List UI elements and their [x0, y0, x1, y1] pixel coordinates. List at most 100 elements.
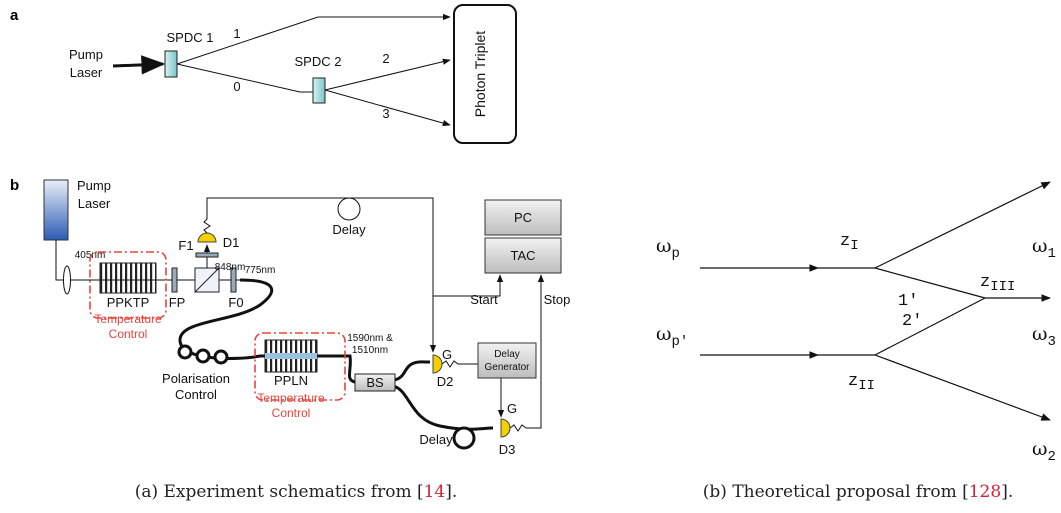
arrow: [875, 182, 1050, 268]
path-label: 1: [233, 26, 240, 41]
pump-arrow: [113, 64, 163, 66]
filter: [196, 253, 218, 257]
symbol: z: [848, 372, 858, 391]
lens: [64, 266, 71, 294]
wavelength-label: 775nm: [245, 265, 276, 276]
page: Figure {"panel_a": {"label": "a", "pump"…: [0, 0, 1061, 513]
wavelength-label: 1590nm &: [347, 333, 393, 344]
subscript: p: [672, 246, 680, 262]
crystal: [100, 263, 156, 293]
spdc-label: SPDC 1: [167, 30, 214, 45]
delay-generator-label: Generator: [484, 362, 530, 373]
crystal-label: PPLN: [274, 373, 308, 388]
caption-text: (b) Theoretical proposal from [: [703, 482, 969, 502]
citation[interactable]: 128: [969, 482, 1001, 502]
pc-label: PC: [514, 210, 532, 225]
figure: a Pump Laser SPDC 1 SPDC 2 1 0 2 3 Photo…: [0, 0, 1061, 513]
gate-label: G: [442, 347, 452, 362]
subscript: 1: [1048, 246, 1056, 262]
path-label: 2: [382, 51, 389, 66]
arrow: [875, 355, 1050, 420]
temperature-label: Control: [272, 406, 311, 420]
subscript: I: [850, 238, 858, 254]
filter-label: FP: [169, 295, 186, 310]
polarisation-label: Polarisation: [162, 371, 230, 386]
vertex-label: 1′: [898, 292, 918, 311]
start-label: Start: [470, 292, 498, 307]
fibre-loop: [454, 428, 474, 448]
crystal: [313, 78, 325, 103]
filter: [172, 268, 177, 292]
subscript: 2: [1048, 449, 1056, 465]
omega-label: ω3: [1032, 323, 1056, 350]
line: [875, 268, 985, 298]
caption: (b) Theoretical proposal from [128].: [703, 482, 1013, 502]
symbol: ω: [656, 323, 672, 345]
delay-loop: [338, 198, 360, 220]
caption: (a) Experiment schematics from [14].: [135, 482, 458, 502]
signal-wire: [204, 198, 433, 352]
bs-label: BS: [366, 375, 384, 390]
path-label: 3: [382, 106, 389, 121]
line: [875, 298, 985, 355]
subscript: p′: [672, 334, 689, 350]
panel-label: b: [10, 177, 19, 194]
pump-label: Pump: [77, 178, 111, 193]
omega-label: ωp: [656, 235, 680, 262]
z-label: zII: [848, 372, 875, 394]
fibre-loop: [179, 346, 191, 358]
pump-laser: [44, 180, 68, 240]
filter-label: F1: [178, 238, 193, 253]
subscript: 3: [1048, 334, 1056, 350]
tac-label: TAC: [510, 248, 535, 263]
crystal: [165, 51, 177, 77]
omega-label: ωp′: [656, 323, 688, 350]
delay-label: Delay: [419, 432, 453, 447]
fibre-loop: [215, 351, 227, 363]
crystal-label: PPKTP: [107, 295, 150, 310]
panel-a: a Pump Laser SPDC 1 SPDC 2 1 0 2 3 Photo…: [10, 5, 516, 143]
filter-label: F0: [228, 295, 243, 310]
pump-label: Laser: [78, 196, 111, 211]
pump-label: Laser: [70, 65, 103, 80]
wavelength-label: 848nm: [215, 262, 246, 273]
detector-label: Photon Triplet: [472, 31, 488, 117]
temperature-label: Temperature: [94, 312, 162, 326]
delay-generator-label: Delay: [494, 349, 520, 360]
detector: [433, 355, 442, 373]
fibre: [393, 386, 493, 429]
symbol: ω: [1032, 235, 1048, 257]
temperature-label: Control: [109, 327, 148, 341]
waveguide: [265, 353, 317, 359]
path-line: [177, 64, 313, 92]
omega-label: ω1: [1032, 235, 1056, 262]
subscript: II: [858, 378, 875, 394]
polarisation-label: Control: [175, 387, 217, 402]
gate-label: G: [507, 401, 517, 416]
caption-text: ].: [445, 482, 457, 502]
panel-label: a: [10, 7, 19, 24]
fibre-loop: [197, 350, 209, 362]
vertex-label: 2′: [902, 312, 922, 331]
temperature-label: Temperature: [257, 391, 325, 405]
symbol: z: [840, 232, 850, 251]
spdc-label: SPDC 2: [295, 54, 342, 69]
z-label: zIII: [980, 273, 1015, 295]
stop-label: Stop: [544, 292, 571, 307]
symbol: ω: [1032, 323, 1048, 345]
detector-label: D2: [437, 374, 454, 389]
citation[interactable]: 14: [424, 482, 446, 502]
subscript: III: [990, 279, 1015, 295]
detector: [501, 419, 510, 437]
pump-label: Pump: [69, 47, 103, 62]
wavelength-label: 1510nm: [352, 345, 388, 356]
z-label: zI: [840, 232, 859, 254]
caption-text: ].: [1001, 482, 1013, 502]
detector-label: D3: [499, 442, 516, 457]
caption-text: (a) Experiment schematics from [: [135, 482, 424, 502]
fibre: [393, 362, 430, 380]
detector-label: D1: [223, 235, 240, 250]
detector: [198, 233, 216, 242]
symbol: ω: [1032, 438, 1048, 460]
theory-panel: ωp zI ω1 1′ zIII ωp′ 2′ ω3 zII ω2: [656, 182, 1056, 465]
